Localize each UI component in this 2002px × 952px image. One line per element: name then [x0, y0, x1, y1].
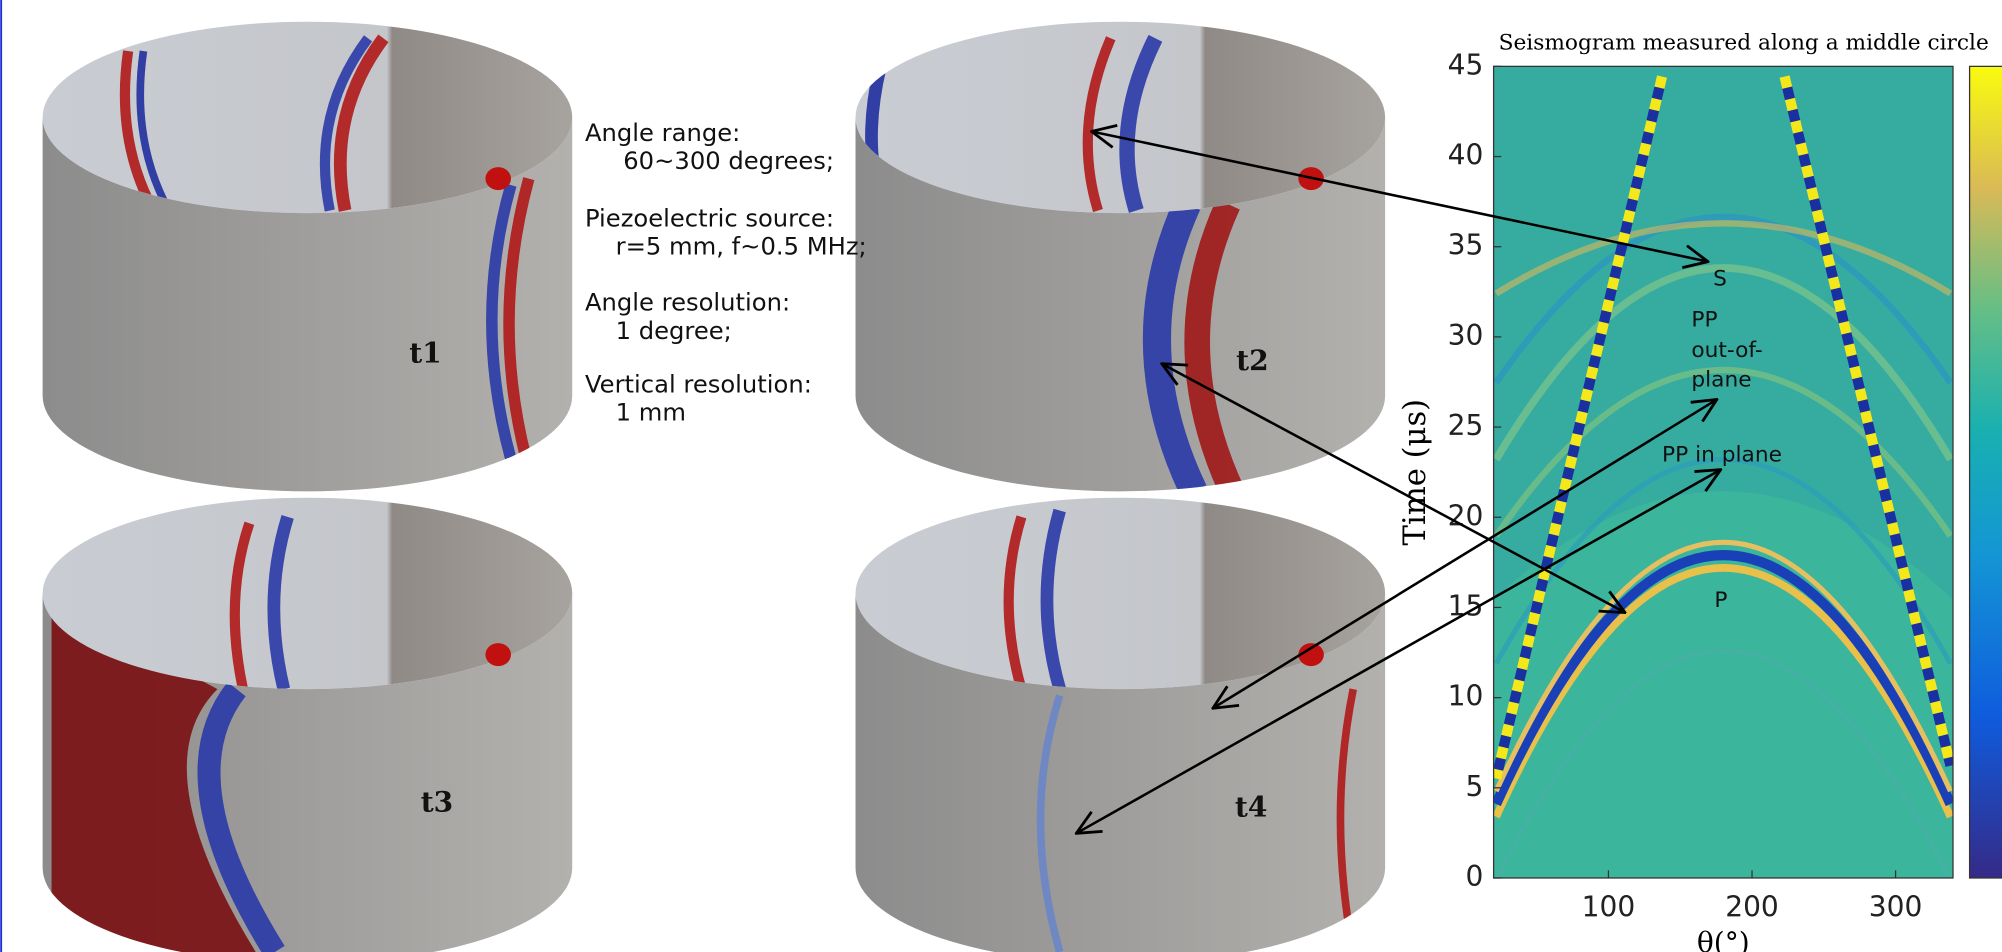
note-value: 1 degree;	[616, 316, 732, 345]
arrow	[1092, 131, 1708, 261]
notes: Angle range:60~300 degrees; Piezoelectric…	[585, 118, 867, 426]
annotation: P	[1714, 588, 1727, 613]
cylinder: t3	[42, 497, 573, 952]
annotation: PP in plane	[1662, 443, 1782, 468]
wave-band	[1003, 515, 1027, 690]
body-waves	[51, 599, 285, 952]
note-value: r=5 mm, f~0.5 MHz;	[616, 232, 867, 261]
interior-waves	[1003, 508, 1066, 690]
y-tick-label: 0	[1466, 860, 1484, 893]
x-tick-label: 300	[1869, 891, 1923, 924]
colorbar	[1968, 65, 2002, 879]
wave-band	[51, 599, 256, 952]
cylinder: t1	[42, 21, 573, 492]
source	[485, 643, 511, 667]
x-tick-label: 100	[1582, 891, 1636, 924]
wave-band	[267, 514, 294, 690]
annotation: out-of-	[1691, 338, 1762, 363]
wave-band	[319, 35, 373, 212]
arrow	[1076, 470, 1720, 834]
seismogram: Seismogram measured along a middle circl…	[1398, 30, 2002, 952]
arrows	[1076, 131, 1720, 833]
x-axis-label: θ(°)	[1697, 926, 1750, 952]
note-value: 60~300 degrees;	[623, 146, 834, 175]
wave-band	[333, 34, 389, 212]
y-axis-label: Time (μs)	[1398, 399, 1433, 546]
note-value: 1 mm	[616, 397, 686, 426]
wave-band	[1040, 508, 1066, 690]
annotation: PP	[1691, 307, 1717, 332]
y-tick-label: 10	[1448, 680, 1484, 713]
note-heading: Piezoelectric source:	[585, 203, 834, 232]
heatmap-image	[1493, 66, 1953, 878]
panel-label: t2	[1236, 344, 1269, 377]
wave-band	[1036, 694, 1064, 952]
panel-label: t3	[421, 785, 454, 818]
x-tick-label: 200	[1725, 891, 1779, 924]
annotation: plane	[1691, 367, 1751, 392]
cylinder: t2	[855, 21, 1386, 492]
wave-band	[503, 177, 535, 461]
panel-label: t1	[409, 336, 442, 369]
wave-band	[136, 50, 173, 213]
y-tick-label: 35	[1448, 229, 1484, 262]
cylinder-interior	[42, 21, 573, 214]
cylinder-interior	[42, 497, 573, 690]
interior-waves	[229, 514, 294, 690]
note-heading: Angle range:	[585, 118, 740, 147]
y-tick-label: 40	[1448, 139, 1484, 172]
y-tick-label: 30	[1448, 319, 1484, 352]
panel-label: t4	[1235, 791, 1267, 824]
source	[485, 167, 511, 191]
body-waves	[486, 177, 535, 461]
wave-band	[197, 682, 285, 952]
annotation: S	[1713, 266, 1727, 291]
cylinder: t4	[855, 497, 1386, 952]
y-tick-label: 5	[1466, 770, 1484, 803]
interior-waves	[119, 34, 389, 214]
note-heading: Vertical resolution:	[585, 369, 812, 398]
y-tick-label: 25	[1448, 409, 1484, 442]
note-heading: Angle resolution:	[585, 288, 790, 317]
wave-band	[486, 183, 517, 461]
chart-title: Seismogram measured along a middle circl…	[1499, 30, 1989, 55]
cylinder-body	[42, 117, 573, 492]
y-tick-label: 45	[1448, 48, 1484, 81]
wave-band	[229, 521, 255, 690]
